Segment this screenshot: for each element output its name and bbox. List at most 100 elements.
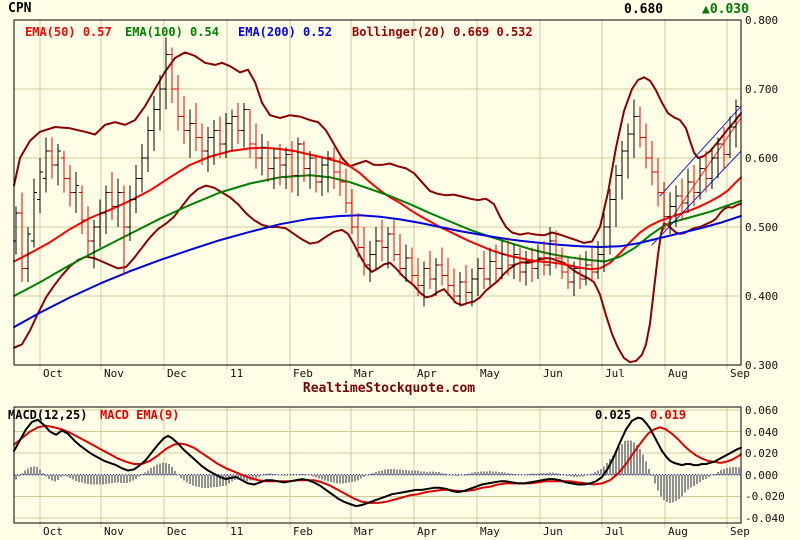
ohlc-bar [43,137,49,193]
x-axis-label-price: Apr [417,367,437,380]
ohlc-bar [733,99,739,148]
ohlc-bar [601,213,607,272]
y-axis-label-price: 0.600 [745,152,779,165]
channel-upper-line [659,105,742,197]
y-axis-label-macd: 0.040 [745,425,779,439]
ohlc-bar [667,192,673,234]
macd-panel-border [13,406,742,524]
ohlc-bar [223,113,229,158]
legend-ema50-label: EMA(50) [25,25,76,39]
macd-current-value: 0.025 [595,408,632,422]
x-axis-label-macd: Oct [43,525,63,538]
ohlc-bar [523,251,529,286]
ohlc-bar [445,258,451,296]
ohlc-bar [265,140,271,183]
ohlc-bar [91,220,97,269]
ohlc-bar [385,227,391,269]
legend-ema200-value: 0.52 [303,25,332,39]
ohlc-bar [61,151,67,193]
x-axis-label-price: Jul [605,367,625,380]
legend-bollinger: Bollinger(20) 0.669 0.532 [352,26,533,38]
ohlc-bar [235,102,241,145]
ohlc-bar [211,120,217,165]
y-axis-label-price: 0.400 [745,290,779,303]
ohlc-bar [391,220,397,262]
legend-ema200-label: EMA(200) [238,25,296,39]
ohlc-bar [157,75,163,131]
ohlc-bar [349,189,355,234]
ohlc-bar [169,47,175,103]
ohlc-bar [403,244,409,283]
y-axis-label-macd: 0.000 [745,468,779,482]
ohlc-bar [217,116,223,158]
ema-50-line [13,146,742,271]
ohlc-bar [703,151,709,193]
ohlc-bar [79,185,85,234]
ohlc-bar [685,168,691,214]
x-axis-label-macd: Jul [605,525,625,538]
ohlc-bar [421,261,427,307]
ohlc-bar [637,106,643,148]
ohlc-bar [451,268,457,303]
legend-ema50-value: 0.57 [82,25,112,39]
ohlc-bar [343,168,349,214]
x-axis-label-macd: Aug [668,525,688,538]
ohlc-bar [457,271,463,307]
ohlc-bar [481,251,487,290]
ohlc-bar [37,158,43,214]
ohlc-bar [121,185,127,276]
ohlc-bars [13,37,739,307]
ema-100-line [13,174,742,297]
channel-lower-line [651,150,742,246]
ohlc-bar [145,116,151,172]
ohlc-bar [721,126,727,169]
ohlc-bar [631,99,637,158]
ohlc-bar [163,37,169,110]
ohlc-bar [727,116,733,158]
macd-histogram [15,440,740,504]
x-axis-label-price: Aug [668,367,688,380]
ohlc-bar [583,251,589,286]
ohlc-bar [433,258,439,296]
ohlc-bar [205,126,211,172]
legend-ema200: EMA(200) 0.52 [238,26,332,38]
watermark-site-name: RealtimeStockquote.com [302,381,476,396]
ohlc-bar [307,151,313,190]
ticker-symbol: CPN [8,1,32,16]
legend-ema50: EMA(50) 0.57 [25,26,112,38]
ohlc-bar [577,254,583,290]
ohlc-bar [397,233,403,276]
ohlc-bar [127,185,133,241]
ohlc-bar [55,144,61,186]
x-axis-label-price: May [480,367,500,380]
x-axis-label-price: Sep [730,367,750,380]
ohlc-bar [643,123,649,169]
macd-legend-label: MACD(12,25) [8,408,88,422]
ohlc-bar [313,154,319,193]
ohlc-bar [331,147,337,190]
price-overlays [13,51,742,364]
legend-ema100: EMA(100) 0.54 [125,26,219,38]
x-axis-label-macd: Mar [354,525,374,538]
x-axis-label-price: Mar [354,367,374,380]
ohlc-bar [547,227,553,276]
x-axis-label-price: Dec [167,367,187,380]
ohlc-bar [511,244,517,279]
ohlc-bar [67,164,73,207]
ohlc-bar [283,147,289,190]
ohlc-bar [103,185,109,234]
ohlc-bar [535,244,541,279]
ohlc-bar [319,158,325,196]
ohlc-bar [151,95,157,152]
price-grid [14,20,741,370]
macd-signal-current-value: 0.019 [650,408,687,422]
ohlc-bar [715,137,721,179]
price-change-badge: ▲0.030 [702,2,749,17]
ohlc-bar [301,140,307,183]
ohlc-bar [691,164,697,207]
ohlc-bar [469,268,475,307]
price-panel-border [13,19,742,366]
y-axis-label-macd: -0.020 [745,490,785,504]
ohlc-bar [529,247,535,283]
y-axis-label-price: 0.700 [745,83,779,96]
